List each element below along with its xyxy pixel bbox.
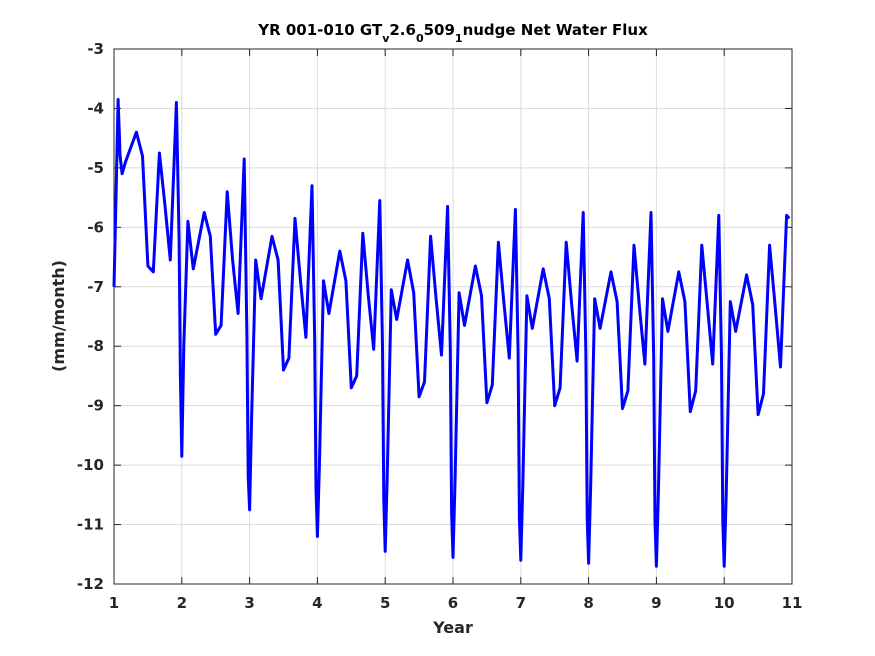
x-tick-label: 9 — [651, 594, 661, 612]
series-line — [112, 98, 791, 568]
x-tick-label: 11 — [782, 594, 803, 612]
y-tick-label: -11 — [77, 516, 104, 534]
y-tick-label: -12 — [77, 575, 104, 593]
x-tick-label: 6 — [448, 594, 458, 612]
x-tick-label: 5 — [380, 594, 390, 612]
y-tick-label: -8 — [87, 337, 104, 355]
x-tick-label: 4 — [312, 594, 322, 612]
y-tick-labels: -12 -11 -10 -9 -8 -7 -6 -5 -4 -3 — [77, 40, 104, 593]
y-tick-label: -9 — [87, 397, 104, 415]
y-tick-label: -4 — [87, 99, 104, 117]
x-tick-label: 1 — [109, 594, 119, 612]
x-tick-label: 2 — [177, 594, 187, 612]
y-tick-label: -6 — [87, 218, 104, 236]
x-axis-label: Year — [432, 618, 473, 637]
y-tick-label: -5 — [87, 159, 104, 177]
x-tick-label: 10 — [714, 594, 735, 612]
y-axis-label: (mm/month) — [49, 260, 68, 372]
x-tick-label: 7 — [516, 594, 526, 612]
x-tick-labels: 1 2 3 4 5 6 7 8 9 10 11 — [109, 594, 803, 612]
x-tick-label: 3 — [244, 594, 254, 612]
axis-ticks — [113, 48, 793, 585]
y-tick-label: -7 — [87, 278, 104, 296]
y-tick-label: -3 — [87, 40, 104, 58]
chart-title: YR 001-010 GTv2.605091nudge Net Water Fl… — [257, 21, 648, 45]
series-layer — [112, 98, 791, 568]
x-tick-label: 8 — [583, 594, 593, 612]
y-tick-label: -10 — [77, 456, 104, 474]
